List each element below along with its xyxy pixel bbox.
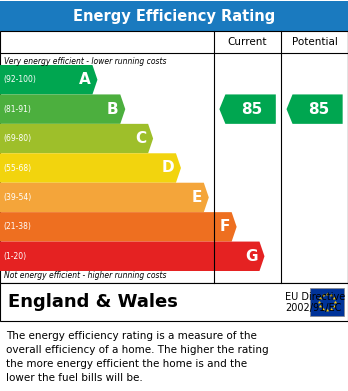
Text: Potential: Potential [292, 37, 338, 47]
Text: 85: 85 [241, 102, 262, 117]
Bar [0, 31, 348, 283]
Bar [0, 1, 348, 31]
Polygon shape [0, 65, 97, 95]
Bar [310, 288, 344, 316]
Text: (69-80): (69-80) [3, 134, 31, 143]
Text: overall efficiency of a home. The higher the rating: overall efficiency of a home. The higher… [6, 345, 269, 355]
Polygon shape [0, 242, 264, 271]
Text: (1-20): (1-20) [3, 252, 26, 261]
Text: (55-68): (55-68) [3, 163, 31, 172]
Polygon shape [286, 95, 343, 124]
Text: 2002/91/EC: 2002/91/EC [285, 303, 341, 313]
Bar [0, 283, 348, 321]
Text: A: A [79, 72, 90, 87]
Polygon shape [0, 183, 209, 212]
Polygon shape [0, 124, 153, 153]
Text: (92-100): (92-100) [3, 75, 36, 84]
Text: Energy Efficiency Rating: Energy Efficiency Rating [73, 9, 275, 23]
Text: the more energy efficient the home is and the: the more energy efficient the home is an… [6, 359, 247, 369]
Text: F: F [219, 219, 230, 234]
Polygon shape [0, 212, 237, 242]
Text: G: G [245, 249, 258, 264]
Text: E: E [191, 190, 202, 205]
Polygon shape [0, 153, 181, 183]
Text: Very energy efficient - lower running costs: Very energy efficient - lower running co… [4, 57, 166, 66]
Text: D: D [161, 160, 174, 176]
Text: 85: 85 [308, 102, 330, 117]
Text: Current: Current [228, 37, 267, 47]
Text: Not energy efficient - higher running costs: Not energy efficient - higher running co… [4, 271, 166, 280]
Text: lower the fuel bills will be.: lower the fuel bills will be. [6, 373, 143, 383]
Text: The energy efficiency rating is a measure of the: The energy efficiency rating is a measur… [6, 331, 257, 341]
Text: (39-54): (39-54) [3, 193, 31, 202]
Text: EU Directive: EU Directive [285, 292, 346, 302]
Text: B: B [106, 102, 118, 117]
Text: (81-91): (81-91) [3, 105, 31, 114]
Text: C: C [135, 131, 146, 146]
Polygon shape [0, 95, 125, 124]
Text: England & Wales: England & Wales [8, 293, 178, 311]
Polygon shape [219, 95, 276, 124]
Text: (21-38): (21-38) [3, 222, 31, 231]
